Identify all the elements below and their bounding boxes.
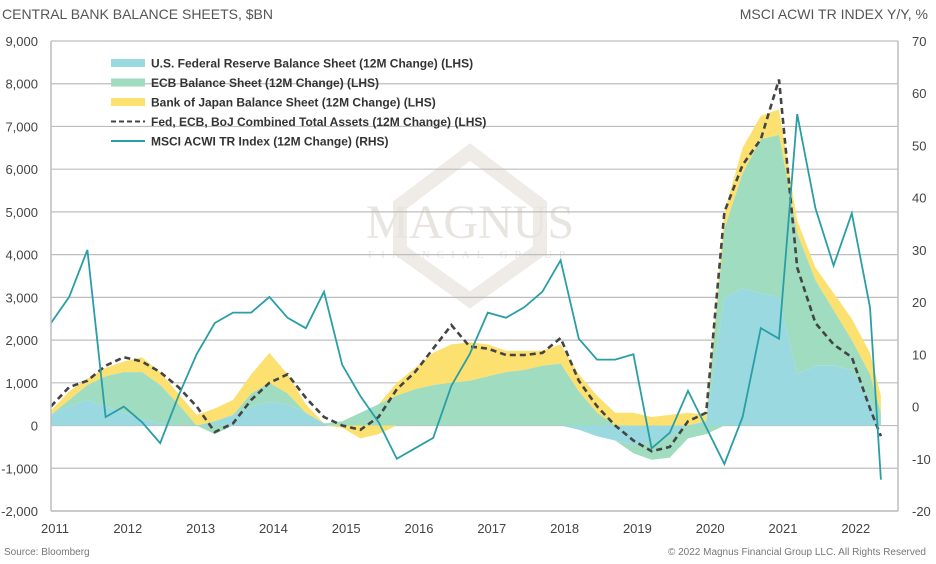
left-y-tick-label: 5,000 bbox=[5, 205, 38, 220]
left-y-tick-label: 6,000 bbox=[5, 162, 38, 177]
ecb-area-negative bbox=[51, 425, 881, 460]
right-y-tick-label: 70 bbox=[912, 34, 926, 49]
fed-area bbox=[51, 288, 881, 426]
legend-item: U.S. Federal Reserve Balance Sheet (12M … bbox=[111, 57, 473, 71]
x-tick-label: 2016 bbox=[405, 521, 434, 536]
left-y-tick-label: 0 bbox=[31, 419, 38, 434]
watermark-text: MAGNUS bbox=[366, 196, 574, 249]
left-y-tick-label: 2,000 bbox=[5, 333, 38, 348]
x-ticks: 2011 2012 2013 2014 2015 2016 2017 2018 2019 2020… bbox=[41, 521, 870, 536]
x-tick-label: 2012 bbox=[113, 521, 142, 536]
x-tick-label: 2022 bbox=[841, 521, 870, 536]
legend-item: ECB Balance Sheet (12M Change) (LHS) bbox=[111, 76, 379, 90]
right-y-tick-label: 30 bbox=[912, 243, 926, 258]
x-tick-label: 2014 bbox=[259, 521, 288, 536]
left-y-tick-label: 4,000 bbox=[5, 248, 38, 263]
legend-color-swatch bbox=[111, 78, 145, 87]
left-y-tick-label: -1,000 bbox=[1, 461, 38, 476]
left-y-tick-label: 7,000 bbox=[5, 119, 38, 134]
copyright-note: © 2022 Magnus Financial Group LLC. All R… bbox=[667, 547, 926, 558]
legend-item: MSCI ACWI TR Index (12M Change) (RHS) bbox=[111, 135, 389, 149]
legend-label: Fed, ECB, BoJ Combined Total Assets (12M… bbox=[151, 115, 486, 129]
watermark-logo: MAGNUS FINANCIAL GROUP bbox=[366, 143, 574, 309]
right-y-ticks: 70 60 50 40 30 20 10 0 -10 -20 bbox=[912, 34, 931, 519]
left-y-ticks: 9,000 8,000 7,000 6,000 5,000 4,000 3,000 2,000… bbox=[1, 34, 38, 519]
right-y-tick-label: -20 bbox=[912, 504, 931, 519]
x-tick-label: 2019 bbox=[623, 521, 652, 536]
right-y-tick-label: -10 bbox=[912, 452, 931, 467]
msci-line bbox=[50, 113, 882, 480]
right-y-tick-label: 60 bbox=[912, 86, 926, 101]
fed-area-negative bbox=[51, 425, 881, 445]
plot-frame bbox=[50, 41, 899, 512]
x-tick-label: 2021 bbox=[769, 521, 798, 536]
left-y-tick-label: -2,000 bbox=[1, 504, 38, 519]
x-tick-label: 2011 bbox=[41, 521, 69, 536]
right-axis-title: MSCI ACWI TR INDEX Y/Y, % bbox=[739, 6, 928, 22]
left-y-tick-label: 9,000 bbox=[5, 34, 38, 49]
right-y-tick-label: 0 bbox=[912, 400, 919, 415]
right-y-tick-label: 10 bbox=[912, 347, 926, 362]
legend-label: ECB Balance Sheet (12M Change) (LHS) bbox=[151, 76, 379, 90]
legend-item: Bank of Japan Balance Sheet (12M Change)… bbox=[111, 96, 436, 110]
right-y-tick-label: 50 bbox=[912, 138, 926, 153]
right-y-tick-label: 40 bbox=[912, 191, 926, 206]
left-y-tick-label: 8,000 bbox=[5, 77, 38, 92]
x-tick-label: 2013 bbox=[186, 521, 215, 536]
legend-label: U.S. Federal Reserve Balance Sheet (12M … bbox=[151, 57, 473, 71]
legend-item: Fed, ECB, BoJ Combined Total Assets (12M… bbox=[111, 115, 486, 129]
right-y-tick-label: 20 bbox=[912, 295, 926, 310]
legend-color-swatch bbox=[111, 59, 145, 67]
legend-label: MSCI ACWI TR Index (12M Change) (RHS) bbox=[151, 135, 389, 149]
combined-assets-line bbox=[50, 79, 883, 453]
left-y-tick-label: 3,000 bbox=[5, 290, 38, 305]
boj-area-negative bbox=[51, 425, 881, 460]
ecb-area bbox=[51, 135, 881, 426]
left-y-tick-label: 1,000 bbox=[5, 376, 38, 391]
source-note: Source: Bloomberg bbox=[4, 547, 90, 558]
x-tick-label: 2017 bbox=[477, 521, 506, 536]
legend: U.S. Federal Reserve Balance Sheet (12M … bbox=[111, 57, 486, 149]
lines bbox=[50, 79, 883, 480]
left-axis-title: CENTRAL BANK BALANCE SHEETS, $BN bbox=[2, 6, 274, 22]
x-tick-label: 2020 bbox=[696, 521, 725, 536]
legend-label: Bank of Japan Balance Sheet (12M Change)… bbox=[151, 96, 436, 110]
legend-color-swatch bbox=[111, 98, 145, 106]
x-tick-label: 2015 bbox=[332, 521, 361, 536]
x-tick-label: 2018 bbox=[550, 521, 579, 536]
